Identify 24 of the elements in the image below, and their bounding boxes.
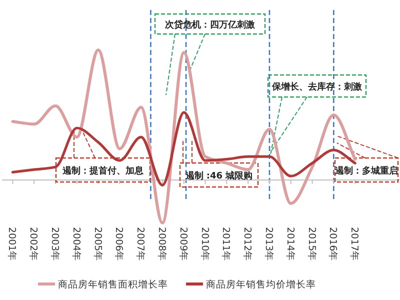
tick-label: 2015年 (306, 227, 317, 262)
tick-label: 2001年 (6, 227, 18, 262)
tick-label: 2006年 (113, 227, 124, 262)
annotation: 次贷危机：四万亿刺激 (165, 20, 255, 30)
tick-label: 2013年 (262, 227, 274, 262)
tick-label: 2007年 (134, 227, 146, 262)
tick-label: 2008年 (156, 227, 167, 262)
annotation: 遏制：多城重启 (335, 166, 398, 176)
tick-label: 2002年 (28, 227, 39, 262)
tick-label: 2011年 (220, 227, 232, 262)
tick-label: 2003年 (49, 227, 60, 262)
tick-label: 2005年 (92, 227, 103, 262)
tick-label: 2014年 (284, 227, 296, 262)
tick-label: 2016年 (327, 227, 338, 262)
tick-label: 2017年 (348, 227, 360, 262)
legend-label: 商品房年销售面积增长率 (58, 280, 168, 290)
annotation: 保增长、去库存：刺激 (272, 82, 362, 92)
annotation: 遏制：提首付、加息 (62, 166, 144, 176)
tick-label: 2004年 (70, 227, 82, 262)
tick-label: 2012年 (242, 227, 253, 262)
annotation: 遏制 :46 城限购 (185, 172, 253, 182)
tick-label: 2010年 (198, 227, 210, 262)
tick-label: 2009年 (177, 227, 188, 262)
legend-label: 商品房年销售均价增长率 (206, 280, 316, 290)
